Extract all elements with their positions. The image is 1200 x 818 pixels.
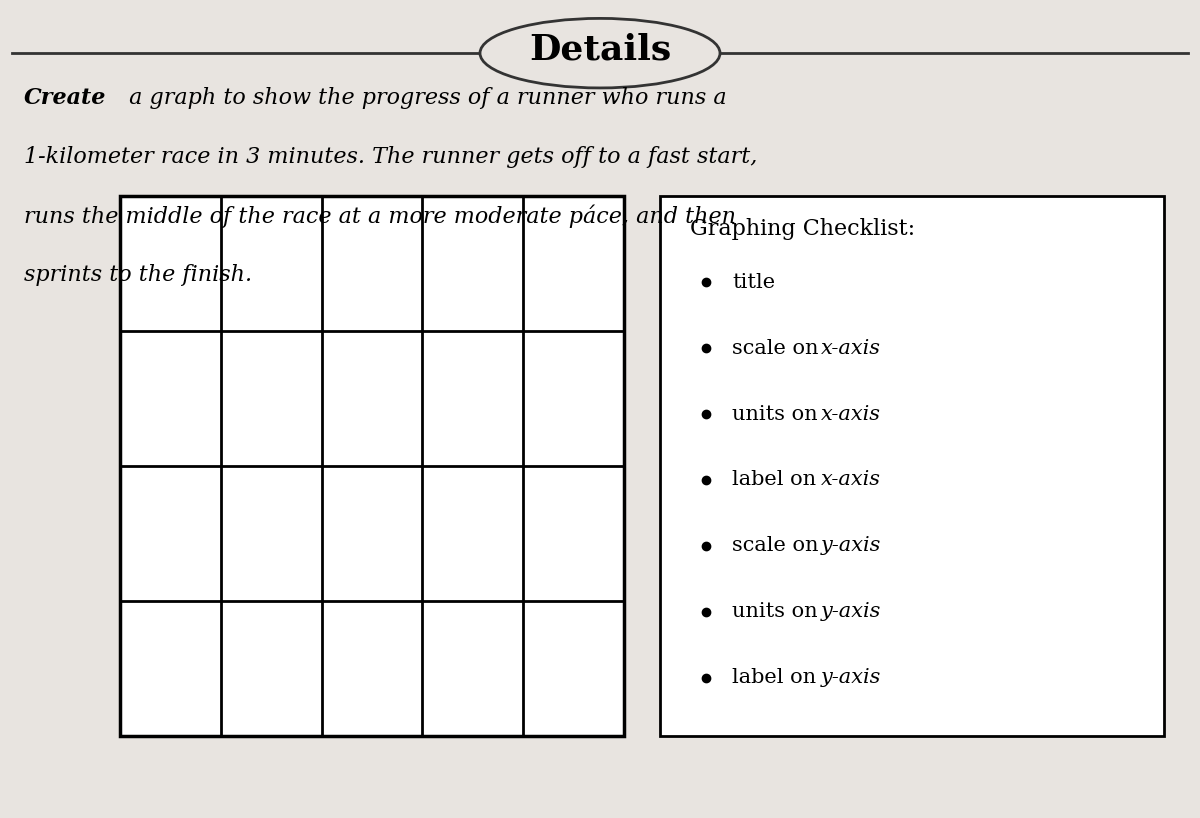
Text: Create: Create [24,88,107,109]
Text: x-axis: x-axis [821,470,881,489]
Text: y-axis: y-axis [821,537,881,555]
Text: y-axis: y-axis [821,668,881,687]
Ellipse shape [480,18,720,88]
Text: a graph to show the progress of a runner who runs a: a graph to show the progress of a runner… [122,88,727,109]
Text: label on: label on [732,470,823,489]
Text: y-axis: y-axis [821,602,881,622]
Text: 1-kilometer race in 3 minutes. The runner gets off to a fast start,: 1-kilometer race in 3 minutes. The runne… [24,146,757,168]
Bar [120,196,624,736]
Text: label on: label on [732,668,823,687]
Text: Graphing Checklist:: Graphing Checklist: [690,218,916,240]
Text: title: title [732,272,775,292]
Bar [660,196,1164,736]
Text: scale on: scale on [732,537,826,555]
Text: Details: Details [529,32,671,66]
Text: runs the middle of the race at a more moderate páce, and then: runs the middle of the race at a more mo… [24,204,736,227]
Text: x-axis: x-axis [821,339,881,357]
Text: x-axis: x-axis [821,405,881,424]
Text: units on: units on [732,602,824,622]
Text: scale on: scale on [732,339,826,357]
Text: sprints to the finish.: sprints to the finish. [24,264,252,285]
Text: units on: units on [732,405,824,424]
